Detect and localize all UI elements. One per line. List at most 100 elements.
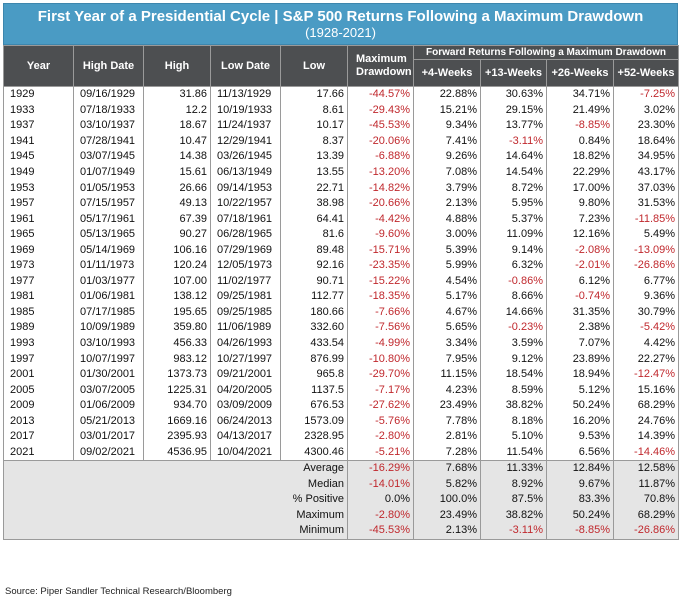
table-cell: 01/07/1949 [73, 164, 144, 181]
stats-value: -45.53% [347, 523, 414, 540]
table-cell: 983.12 [143, 351, 211, 367]
table-cell: -14.82% [347, 180, 414, 196]
table-cell: 11.15% [413, 366, 481, 383]
table-cell: 1993 [3, 335, 74, 352]
table-cell: -13.09% [612, 242, 680, 259]
table-cell: -3.11% [480, 133, 547, 150]
table-row: 1953 01/05/1953 26.66 09/14/1953 22.71 -14.82… [3, 180, 680, 196]
page-title: First Year of a Presidential Cycle | S&P… [37, 8, 644, 25]
table-cell: -45.53% [347, 118, 414, 134]
table-cell: 2013 [3, 413, 74, 430]
table-cell: 14.54% [480, 164, 547, 181]
table-cell: 4.88% [413, 211, 481, 227]
table-cell: 965.8 [280, 366, 348, 383]
col-header-13-weeks: +13-Weeks [480, 59, 547, 87]
table-row: 1929 09/16/1929 31.86 11/13/1929 17.66 -44.57… [3, 86, 680, 103]
table-cell: -20.66% [347, 195, 414, 212]
stats-value: 100.0% [413, 492, 481, 508]
table-cell: -12.47% [612, 366, 680, 383]
table-cell: 18.82% [546, 149, 614, 165]
table-cell: 03/07/2005 [73, 382, 144, 398]
table-cell: 09/02/2021 [73, 444, 144, 462]
table-cell: -7.25% [612, 86, 680, 103]
table-cell: 4536.95 [143, 444, 211, 462]
table-cell: 1225.31 [143, 382, 211, 398]
table-cell: 04/13/2017 [210, 429, 281, 445]
table-cell: 1941 [3, 133, 74, 150]
table-cell: 8.18% [480, 413, 547, 430]
table-cell: 06/13/1949 [210, 164, 281, 181]
stats-value: -14.01% [347, 476, 414, 493]
table-cell: 180.66 [280, 304, 348, 321]
table-cell: 01/30/2001 [73, 366, 144, 383]
table-cell: -18.35% [347, 289, 414, 305]
table-cell: 1981 [3, 289, 74, 305]
table-cell: 13.39 [280, 149, 348, 165]
table-cell: -0.86% [480, 273, 547, 290]
title-banner: First Year of a Presidential Cycle | S&P… [3, 3, 678, 45]
table-cell: 8.37 [280, 133, 348, 150]
stats-value: 50.24% [546, 507, 614, 524]
table-cell: 4.23% [413, 382, 481, 398]
table-cell: 11.09% [480, 226, 547, 243]
table-cell: 2328.95 [280, 429, 348, 445]
table-cell: 14.66% [480, 304, 547, 321]
table-cell: 5.12% [546, 382, 614, 398]
table-cell: 09/21/2001 [210, 366, 281, 383]
table-cell: 09/25/1981 [210, 289, 281, 305]
table-row: 2009 01/06/2009 934.70 03/09/2009 676.53 -27.… [3, 397, 680, 414]
table-cell: 3.34% [413, 335, 481, 352]
table-cell: 12/05/1973 [210, 258, 281, 274]
table-cell: 1985 [3, 304, 74, 321]
table-cell: 13.55 [280, 164, 348, 181]
table-cell: 676.53 [280, 397, 348, 414]
table-cell: 1989 [3, 320, 74, 336]
table-cell: 11/13/1929 [210, 86, 281, 103]
table-cell: 195.65 [143, 304, 211, 321]
table-cell: 107.00 [143, 273, 211, 290]
table-cell: 5.65% [413, 320, 481, 336]
table-cell: 7.08% [413, 164, 481, 181]
stats-spacer [143, 492, 211, 508]
table-cell: 4.67% [413, 304, 481, 321]
table-cell: -2.08% [546, 242, 614, 259]
stats-spacer [73, 507, 144, 524]
table-cell: 6.12% [546, 273, 614, 290]
table-cell: 1929 [3, 86, 74, 103]
table-cell: 120.24 [143, 258, 211, 274]
table-cell: 2005 [3, 382, 74, 398]
table-row: 1949 01/07/1949 15.61 06/13/1949 13.55 -13.20… [3, 164, 680, 181]
table-cell: 10/07/1997 [73, 351, 144, 367]
table-cell: 2021 [3, 444, 74, 462]
stats-value: 5.82% [413, 476, 481, 493]
table-cell: 1953 [3, 180, 74, 196]
table-cell: -23.35% [347, 258, 414, 274]
table-cell: -11.85% [612, 211, 680, 227]
table-cell: -7.17% [347, 382, 414, 398]
table-cell: 7.23% [546, 211, 614, 227]
table-cell: 9.12% [480, 351, 547, 367]
table-cell: 2.38% [546, 320, 614, 336]
table-row: 1973 01/11/1973 120.24 12/05/1973 92.16 -23.3… [3, 258, 680, 274]
table-cell: 67.39 [143, 211, 211, 227]
table-cell: -10.80% [347, 351, 414, 367]
table-cell: 04/26/1993 [210, 335, 281, 352]
table-cell: 15.16% [612, 382, 680, 398]
table-cell: -44.57% [347, 86, 414, 103]
table-cell: 22.71 [280, 180, 348, 196]
table-cell: 23.30% [612, 118, 680, 134]
table-cell: 1573.09 [280, 413, 348, 430]
stats-spacer [143, 507, 211, 524]
stats-spacer [210, 492, 281, 508]
table-cell: 1669.16 [143, 413, 211, 430]
col-header-low: Low [280, 45, 348, 87]
table-cell: 2001 [3, 366, 74, 383]
stats-spacer [210, 507, 281, 524]
table-row: 1961 05/17/1961 67.39 07/18/1961 64.41 -4.42%… [3, 211, 680, 227]
table-cell: 2.13% [413, 195, 481, 212]
table-cell: 11/02/1977 [210, 273, 281, 290]
table-cell: 14.39% [612, 429, 680, 445]
table-cell: 3.79% [413, 180, 481, 196]
table-cell: 10/22/1957 [210, 195, 281, 212]
table-cell: 1977 [3, 273, 74, 290]
